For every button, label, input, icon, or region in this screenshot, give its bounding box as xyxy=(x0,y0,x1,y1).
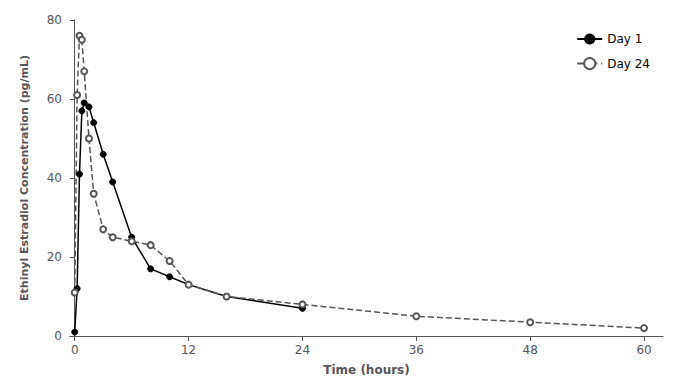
svg-text:Time (hours): Time (hours) xyxy=(323,363,409,377)
svg-text:12: 12 xyxy=(181,343,196,357)
svg-text:60: 60 xyxy=(636,343,651,357)
svg-text:60: 60 xyxy=(47,92,62,106)
svg-text:0: 0 xyxy=(54,329,62,343)
svg-text:20: 20 xyxy=(47,250,62,264)
svg-text:36: 36 xyxy=(409,343,424,357)
svg-text:Day 1: Day 1 xyxy=(607,32,642,46)
svg-text:Ethinyl Estradiol Concentratio: Ethinyl Estradiol Concentration (pg/mL) xyxy=(18,55,31,301)
svg-text:40: 40 xyxy=(47,171,62,185)
svg-text:24: 24 xyxy=(295,343,310,357)
svg-text:48: 48 xyxy=(523,343,538,357)
svg-text:80: 80 xyxy=(47,13,62,27)
svg-text:Day 24: Day 24 xyxy=(607,57,650,71)
svg-text:0: 0 xyxy=(71,343,79,357)
